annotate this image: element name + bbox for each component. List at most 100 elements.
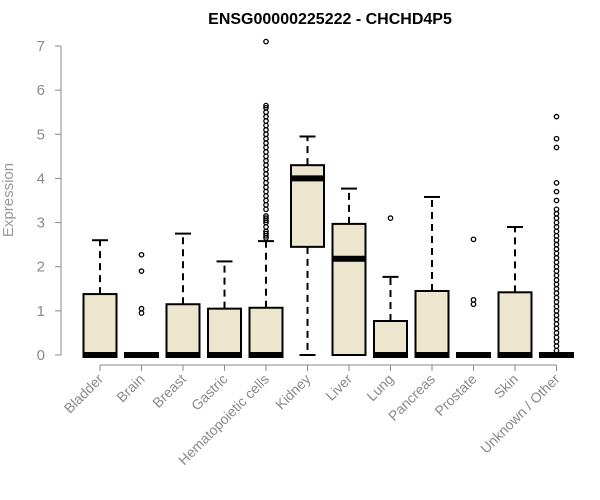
outlier-point [553,281,560,288]
outlier-point [553,250,560,257]
outlier-point [138,251,145,258]
box-iqr [373,320,408,357]
box-pancreas [414,195,450,358]
outlier-point [263,215,269,222]
outlier-point [263,206,269,213]
y-tick-label: 1 [37,303,45,320]
outlier-point [263,213,269,219]
outlier-point [263,144,269,151]
outlier-point [553,272,560,279]
outlier-point [263,140,269,146]
outlier-point [263,102,269,109]
box-prostate [456,236,491,358]
box-series [82,38,574,358]
box-kidney [290,135,325,356]
outlier-point [553,338,560,345]
outlier-point [263,193,269,199]
box-iqr [82,293,118,356]
y-tick-label: 0 [37,347,45,364]
outlier-point [470,301,477,308]
x-tick-label: Kidney [272,371,314,413]
outlier-point [263,179,269,186]
outlier-point [263,153,269,160]
outlier-point [387,215,394,222]
outlier-point [138,305,145,312]
x-tick-label: Skin [491,371,522,402]
outlier-point [263,157,269,164]
outlier-point [553,237,560,244]
outlier-point [553,219,560,226]
y-tick-label: 7 [37,38,45,55]
y-tick-label: 3 [37,215,45,232]
outlier-point [553,228,560,235]
box-gastric [207,260,242,358]
outlier-point [553,268,560,274]
outlier-point [553,285,560,292]
outlier-point [553,241,560,248]
x-tick-label: Prostate [431,371,479,419]
outlier-point [263,135,269,142]
outlier-point [263,109,269,116]
y-axis-label: Expression [0,163,17,237]
outlier-point [263,224,269,230]
x-tick-label: Unknown / Other [477,371,563,457]
box-iqr [414,289,450,356]
outlier-point [553,343,560,350]
box-iqr [207,307,242,356]
outlier-point [470,296,477,303]
outlier-point [263,127,269,133]
outlier-point [553,316,560,323]
outlier-point [553,334,560,341]
x-tick-label: Breast [149,371,189,411]
x-tick-label: Brain [113,371,147,405]
outlier-point [553,277,560,283]
box-breast [165,232,201,358]
outlier-point [553,330,560,336]
box-lung [373,215,408,358]
outlier-point [263,188,269,195]
outlier-point [263,197,269,204]
outlier-point [553,135,560,142]
outlier-point [553,255,560,261]
outlier-point [553,224,560,230]
outlier-point [553,179,560,186]
outlier-point [263,131,269,138]
outlier-point [138,268,145,274]
outlier-point [263,118,269,124]
outlier-point [138,310,145,316]
outlier-point [263,230,269,237]
outlier-point [553,246,560,252]
box-iqr [165,303,201,357]
y-tick-label: 4 [37,170,45,187]
outlier-point [263,171,269,177]
outlier-point [263,166,269,173]
box-unknown-other [539,113,574,358]
box-skin [497,225,533,358]
outlier-point [553,113,560,120]
outlier-point [553,197,560,204]
outlier-point [553,321,560,327]
y-tick-label: 2 [37,259,45,276]
box-hematopoietic-cells [248,38,284,358]
outlier-point [553,144,560,151]
x-tick-label: Lung [363,371,396,404]
outlier-point [553,188,560,195]
chart-title: ENSG00000225222 - CHCHD4P5 [208,11,452,28]
outlier-point [553,210,560,217]
outlier-point [553,206,560,213]
outlier-point [553,232,560,239]
box-iqr [497,291,533,356]
outlier-point [553,215,560,222]
box-iqr [331,222,367,356]
y-tick-label: 5 [37,126,45,143]
outlier-point [553,259,560,266]
outlier-point [263,184,269,191]
x-tick-label: Liver [322,371,355,404]
outlier-point [470,236,477,243]
y-axis: 0 1 2 3 4 5 6 7 [37,38,62,364]
outlier-point [263,38,269,45]
outlier-point [263,162,269,169]
outlier-point [553,263,560,270]
